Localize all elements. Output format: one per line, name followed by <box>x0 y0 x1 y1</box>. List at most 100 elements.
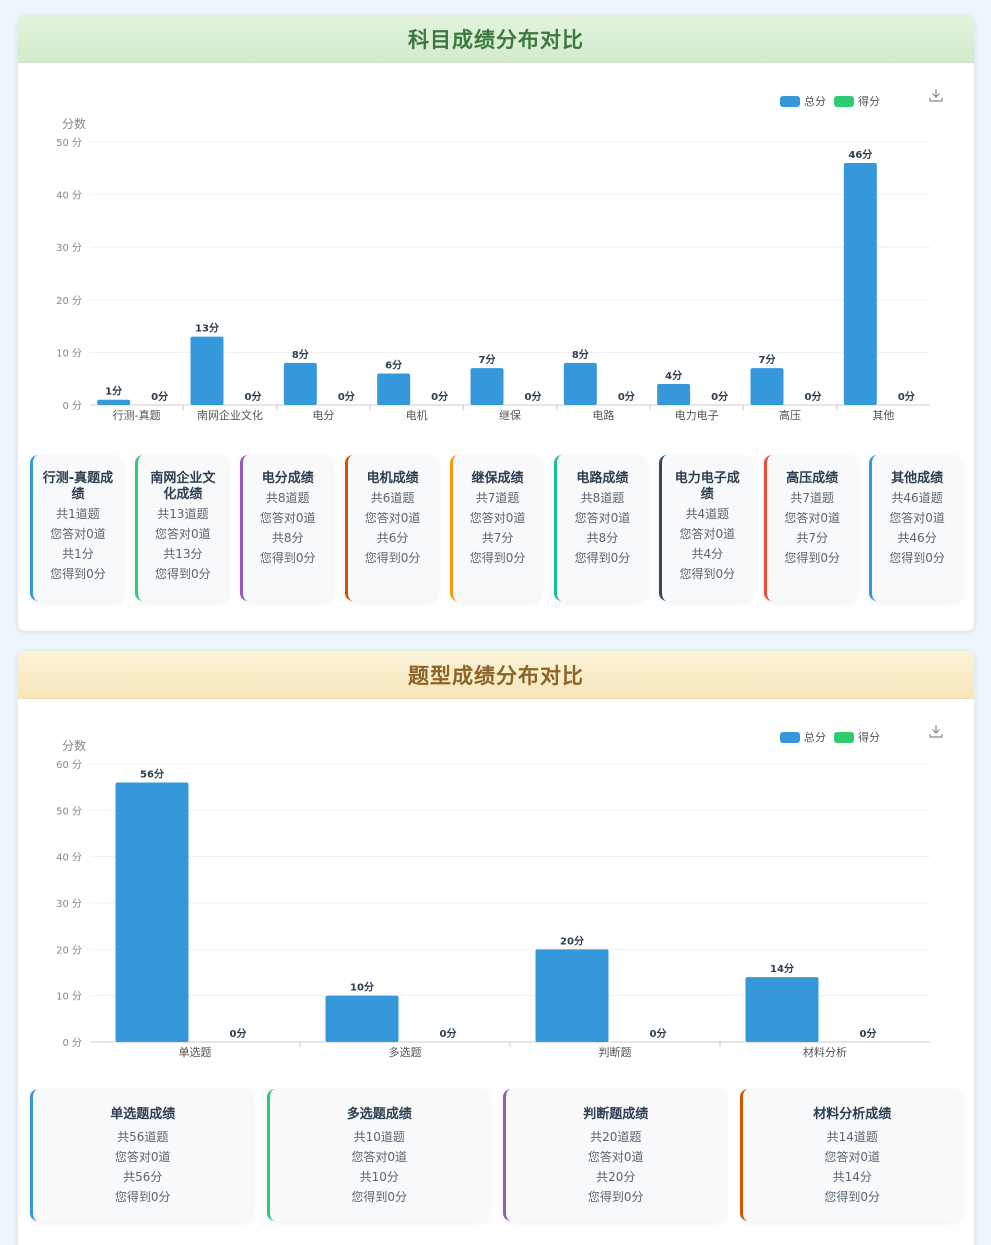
score-card: 多选题成绩 共10道题 您答对0道 共10分 您得到0分 <box>266 1089 489 1221</box>
data-label: 0分 <box>245 390 262 403</box>
score-card: 南网企业文化成绩 共13道题 您答对0道 共13分 您得到0分 <box>134 455 228 601</box>
score-card: 行测-真题成绩 共1道题 您答对0道 共1分 您得到0分 <box>30 455 123 601</box>
x-tick-label: 电分 <box>312 409 334 422</box>
y-axis-label: 分数 <box>62 116 86 131</box>
card-title: 材料分析成绩 <box>813 1107 892 1122</box>
bar-total <box>745 977 819 1042</box>
y-tick-label: 50 分 <box>56 805 82 817</box>
x-tick-label: 电机 <box>406 408 428 422</box>
card-total-score: 共7分 <box>481 531 514 545</box>
data-label: 8分 <box>292 348 309 361</box>
data-label: 7分 <box>759 353 776 366</box>
data-label: 0分 <box>151 390 168 403</box>
card-earned-score: 您得到0分 <box>114 1190 171 1204</box>
card-question-count: 共46道题 <box>891 491 943 505</box>
card-earned-score: 您得到0分 <box>351 1190 408 1204</box>
card-total-score: 共8分 <box>271 531 304 545</box>
subject-panel-title: 科目成绩分布对比 <box>18 15 974 63</box>
score-card: 单选题成绩 共56道题 您答对0道 共56分 您得到0分 <box>30 1089 253 1221</box>
data-label: 1分 <box>105 385 122 398</box>
card-earned-score: 您得到0分 <box>574 551 631 565</box>
y-tick-label: 20 分 <box>56 295 82 307</box>
data-label: 14分 <box>770 962 794 975</box>
data-label: 20分 <box>560 934 584 947</box>
legend-swatch-total <box>780 95 800 107</box>
x-tick-label: 南网企业文化 <box>197 408 263 422</box>
x-tick-label: 单选题 <box>179 1046 212 1059</box>
data-label: 8分 <box>572 348 589 361</box>
bar-total <box>325 995 399 1042</box>
data-label: 46分 <box>848 148 872 161</box>
card-question-count: 共7道题 <box>475 491 520 505</box>
card-question-count: 共8道题 <box>580 491 625 505</box>
data-label: 0分 <box>898 390 915 403</box>
data-label: 0分 <box>711 390 728 403</box>
data-label: 0分 <box>860 1027 877 1040</box>
legend-item-total[interactable]: 总分 <box>780 93 826 109</box>
legend-item-score[interactable]: 得分 <box>834 729 880 745</box>
card-title: 电分成绩 <box>261 471 314 486</box>
card-title: 判断题成绩 <box>583 1107 649 1122</box>
card-total-score: 共6分 <box>376 531 409 545</box>
data-label: 0分 <box>618 390 635 403</box>
bar-total <box>843 163 877 405</box>
legend-swatch-total <box>780 731 800 743</box>
data-label: 4分 <box>665 369 682 382</box>
y-tick-label: 60 分 <box>56 759 82 771</box>
card-earned-score: 您得到0分 <box>259 551 316 565</box>
card-title: 多选题成绩 <box>346 1107 412 1122</box>
type-panel: 题型成绩分布对比 分数 0 分 10 分 20 分 30 分 40 分 50 分 60 分单选… <box>17 650 975 1245</box>
card-question-count: 共14道题 <box>826 1130 878 1144</box>
y-tick-label: 40 分 <box>56 852 82 864</box>
y-tick-label: 30 分 <box>56 898 82 910</box>
bar-total <box>97 399 131 405</box>
card-earned-score: 您得到0分 <box>155 567 211 581</box>
legend-label-score: 得分 <box>858 731 880 744</box>
card-question-count: 共10道题 <box>353 1130 405 1144</box>
legend-item-total[interactable]: 总分 <box>780 729 826 745</box>
data-label: 56分 <box>140 768 164 781</box>
data-label: 0分 <box>440 1027 457 1040</box>
card-title: 电路成绩 <box>576 471 629 486</box>
download-icon[interactable] <box>928 723 944 739</box>
card-correct-count: 您答对0道 <box>679 527 736 541</box>
y-tick-label: 0 分 <box>62 400 82 412</box>
download-icon[interactable] <box>928 87 944 103</box>
card-correct-count: 您答对0道 <box>259 511 316 525</box>
bar-total <box>535 949 609 1042</box>
card-earned-score: 您得到0分 <box>469 551 526 565</box>
y-tick-label: 20 分 <box>56 944 82 956</box>
x-tick-label: 继保 <box>499 408 521 422</box>
card-title: 其他成绩 <box>891 471 944 486</box>
data-label: 6分 <box>385 358 402 371</box>
card-title: 继保成绩 <box>471 471 524 486</box>
card-correct-count: 您答对0道 <box>469 511 526 525</box>
x-tick-label: 行测-真题 <box>113 408 161 422</box>
card-correct-count: 您答对0道 <box>824 1150 881 1164</box>
card-total-score: 共46分 <box>897 531 937 545</box>
card-title: 行测-真题成绩 <box>42 471 114 502</box>
subject-score-cards: 行测-真题成绩 共1道题 您答对0道 共1分 您得到0分 南网企业文化成绩 共13道题 您答对… <box>30 455 963 601</box>
card-earned-score: 您得到0分 <box>364 551 421 565</box>
card-correct-count: 您答对0道 <box>889 511 945 525</box>
bar-total <box>377 373 411 405</box>
x-tick-label: 电路 <box>592 409 614 422</box>
card-question-count: 共4道题 <box>685 507 730 521</box>
score-card: 其他成绩 共46道题 您答对0道 共46分 您得到0分 <box>869 455 963 601</box>
card-correct-count: 您答对0道 <box>587 1150 644 1164</box>
subject-chart-legend[interactable]: 总分 得分 <box>780 93 888 109</box>
bar-total <box>115 782 189 1042</box>
data-label: 10分 <box>350 981 374 994</box>
legend-item-score[interactable]: 得分 <box>834 93 880 109</box>
card-question-count: 共7道题 <box>790 491 834 505</box>
bar-total <box>190 336 224 405</box>
x-tick-label: 多选题 <box>389 1045 422 1059</box>
card-title: 电力电子成绩 <box>674 471 740 502</box>
y-axis-label: 分数 <box>62 738 86 753</box>
card-correct-count: 您答对0道 <box>574 511 631 525</box>
legend-swatch-score <box>834 95 854 107</box>
type-chart-legend[interactable]: 总分 得分 <box>780 729 888 745</box>
card-total-score: 共20分 <box>596 1170 636 1184</box>
card-correct-count: 您答对0道 <box>364 511 421 525</box>
score-card: 电路成绩 共8道题 您答对0道 共8分 您得到0分 <box>554 455 648 601</box>
